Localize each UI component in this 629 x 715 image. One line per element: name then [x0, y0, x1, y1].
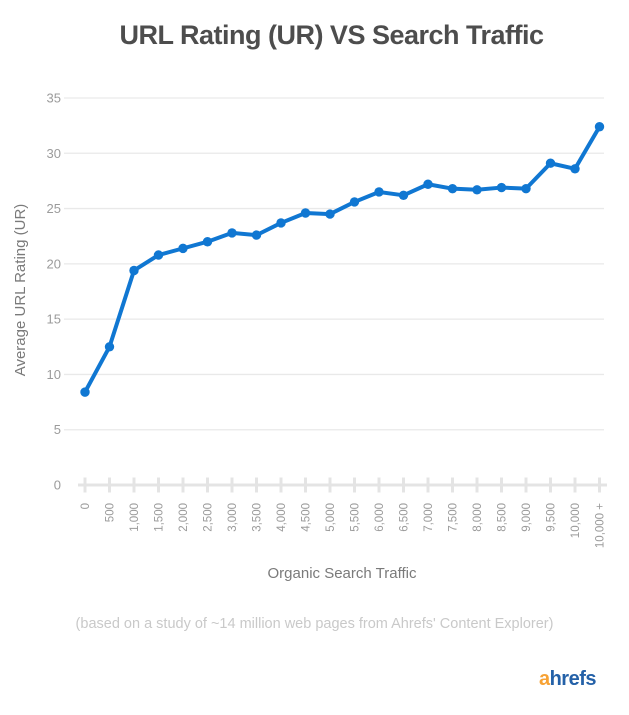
y-axis-title: Average URL Rating (UR): [12, 204, 29, 377]
data-point: [349, 197, 360, 207]
x-tick-label: 8,500: [497, 503, 509, 532]
data-point: [276, 218, 286, 228]
x-tick-label: 2,000: [178, 503, 190, 532]
x-tick-label: 10,000: [570, 503, 582, 538]
y-tick-label: 30: [47, 146, 61, 161]
x-tick-label: 5,000: [325, 503, 337, 532]
data-point: [423, 179, 433, 189]
x-axis-title: Organic Search Traffic: [268, 565, 417, 582]
chart-title: URL Rating (UR) VS Search Traffic: [119, 20, 544, 50]
x-tick-label: 5,500: [350, 503, 362, 532]
ur-vs-traffic-line-chart: 0 5 10 15 20 25 30 35 0 500 1,000 1,500 2,000 2,500 3,…: [12, 91, 607, 582]
x-tick-label: 9,500: [546, 503, 558, 532]
x-tick-label: 9,000: [521, 503, 533, 532]
data-point: [496, 182, 507, 193]
data-point: [472, 185, 482, 195]
ahrefs-logo: ahrefs: [538, 668, 597, 691]
x-tick-label: 1,000: [129, 503, 141, 532]
data-point: [202, 237, 213, 247]
y-tick-label: 10: [47, 367, 61, 382]
data-point: [374, 187, 384, 197]
x-tick-label: 7,000: [423, 503, 435, 532]
x-tick-label: 4,500: [301, 503, 313, 532]
data-point: [545, 158, 556, 168]
data-point: [153, 250, 164, 260]
y-tick-label: 20: [47, 256, 61, 271]
ahrefs-logo-prefix: a: [538, 668, 550, 690]
ahrefs-logo-suffix: hrefs: [549, 668, 597, 690]
y-tick-label: 35: [47, 91, 61, 106]
x-tick-label: 8,000: [472, 503, 484, 532]
x-tick-label: 6,500: [399, 503, 411, 532]
y-tick-label: 15: [47, 312, 61, 327]
footer-note: (based on a study of ~14 million web pag…: [75, 616, 554, 632]
trend-line: [83, 124, 602, 395]
data-point: [594, 122, 605, 132]
x-tick-label: 0: [80, 503, 92, 509]
data-point: [227, 228, 237, 238]
data-point: [178, 243, 188, 254]
x-tick-label: 2,500: [203, 503, 215, 532]
x-tick-label: 4,000: [276, 503, 288, 532]
y-tick-label: 5: [54, 422, 61, 437]
data-point: [104, 342, 115, 352]
y-tick-label: 25: [47, 201, 61, 216]
x-tick-label: 6,000: [374, 503, 386, 532]
data-point: [447, 183, 458, 194]
x-tick-label: 7,500: [448, 503, 460, 532]
data-point: [570, 164, 580, 174]
data-point: [300, 208, 311, 218]
data-point: [80, 387, 90, 397]
x-tick-label: 500: [105, 503, 117, 522]
x-tick-label: 1,500: [154, 503, 166, 532]
data-point: [251, 230, 262, 240]
data-point: [398, 190, 409, 201]
y-tick-label: 0: [54, 478, 61, 493]
data-point: [521, 183, 531, 194]
x-tick-label: 3,000: [227, 503, 239, 532]
x-tick-label: 10,000 +: [595, 503, 607, 548]
data-point: [325, 209, 335, 219]
data-point: [129, 265, 139, 276]
x-tick-label: 3,500: [252, 503, 264, 532]
